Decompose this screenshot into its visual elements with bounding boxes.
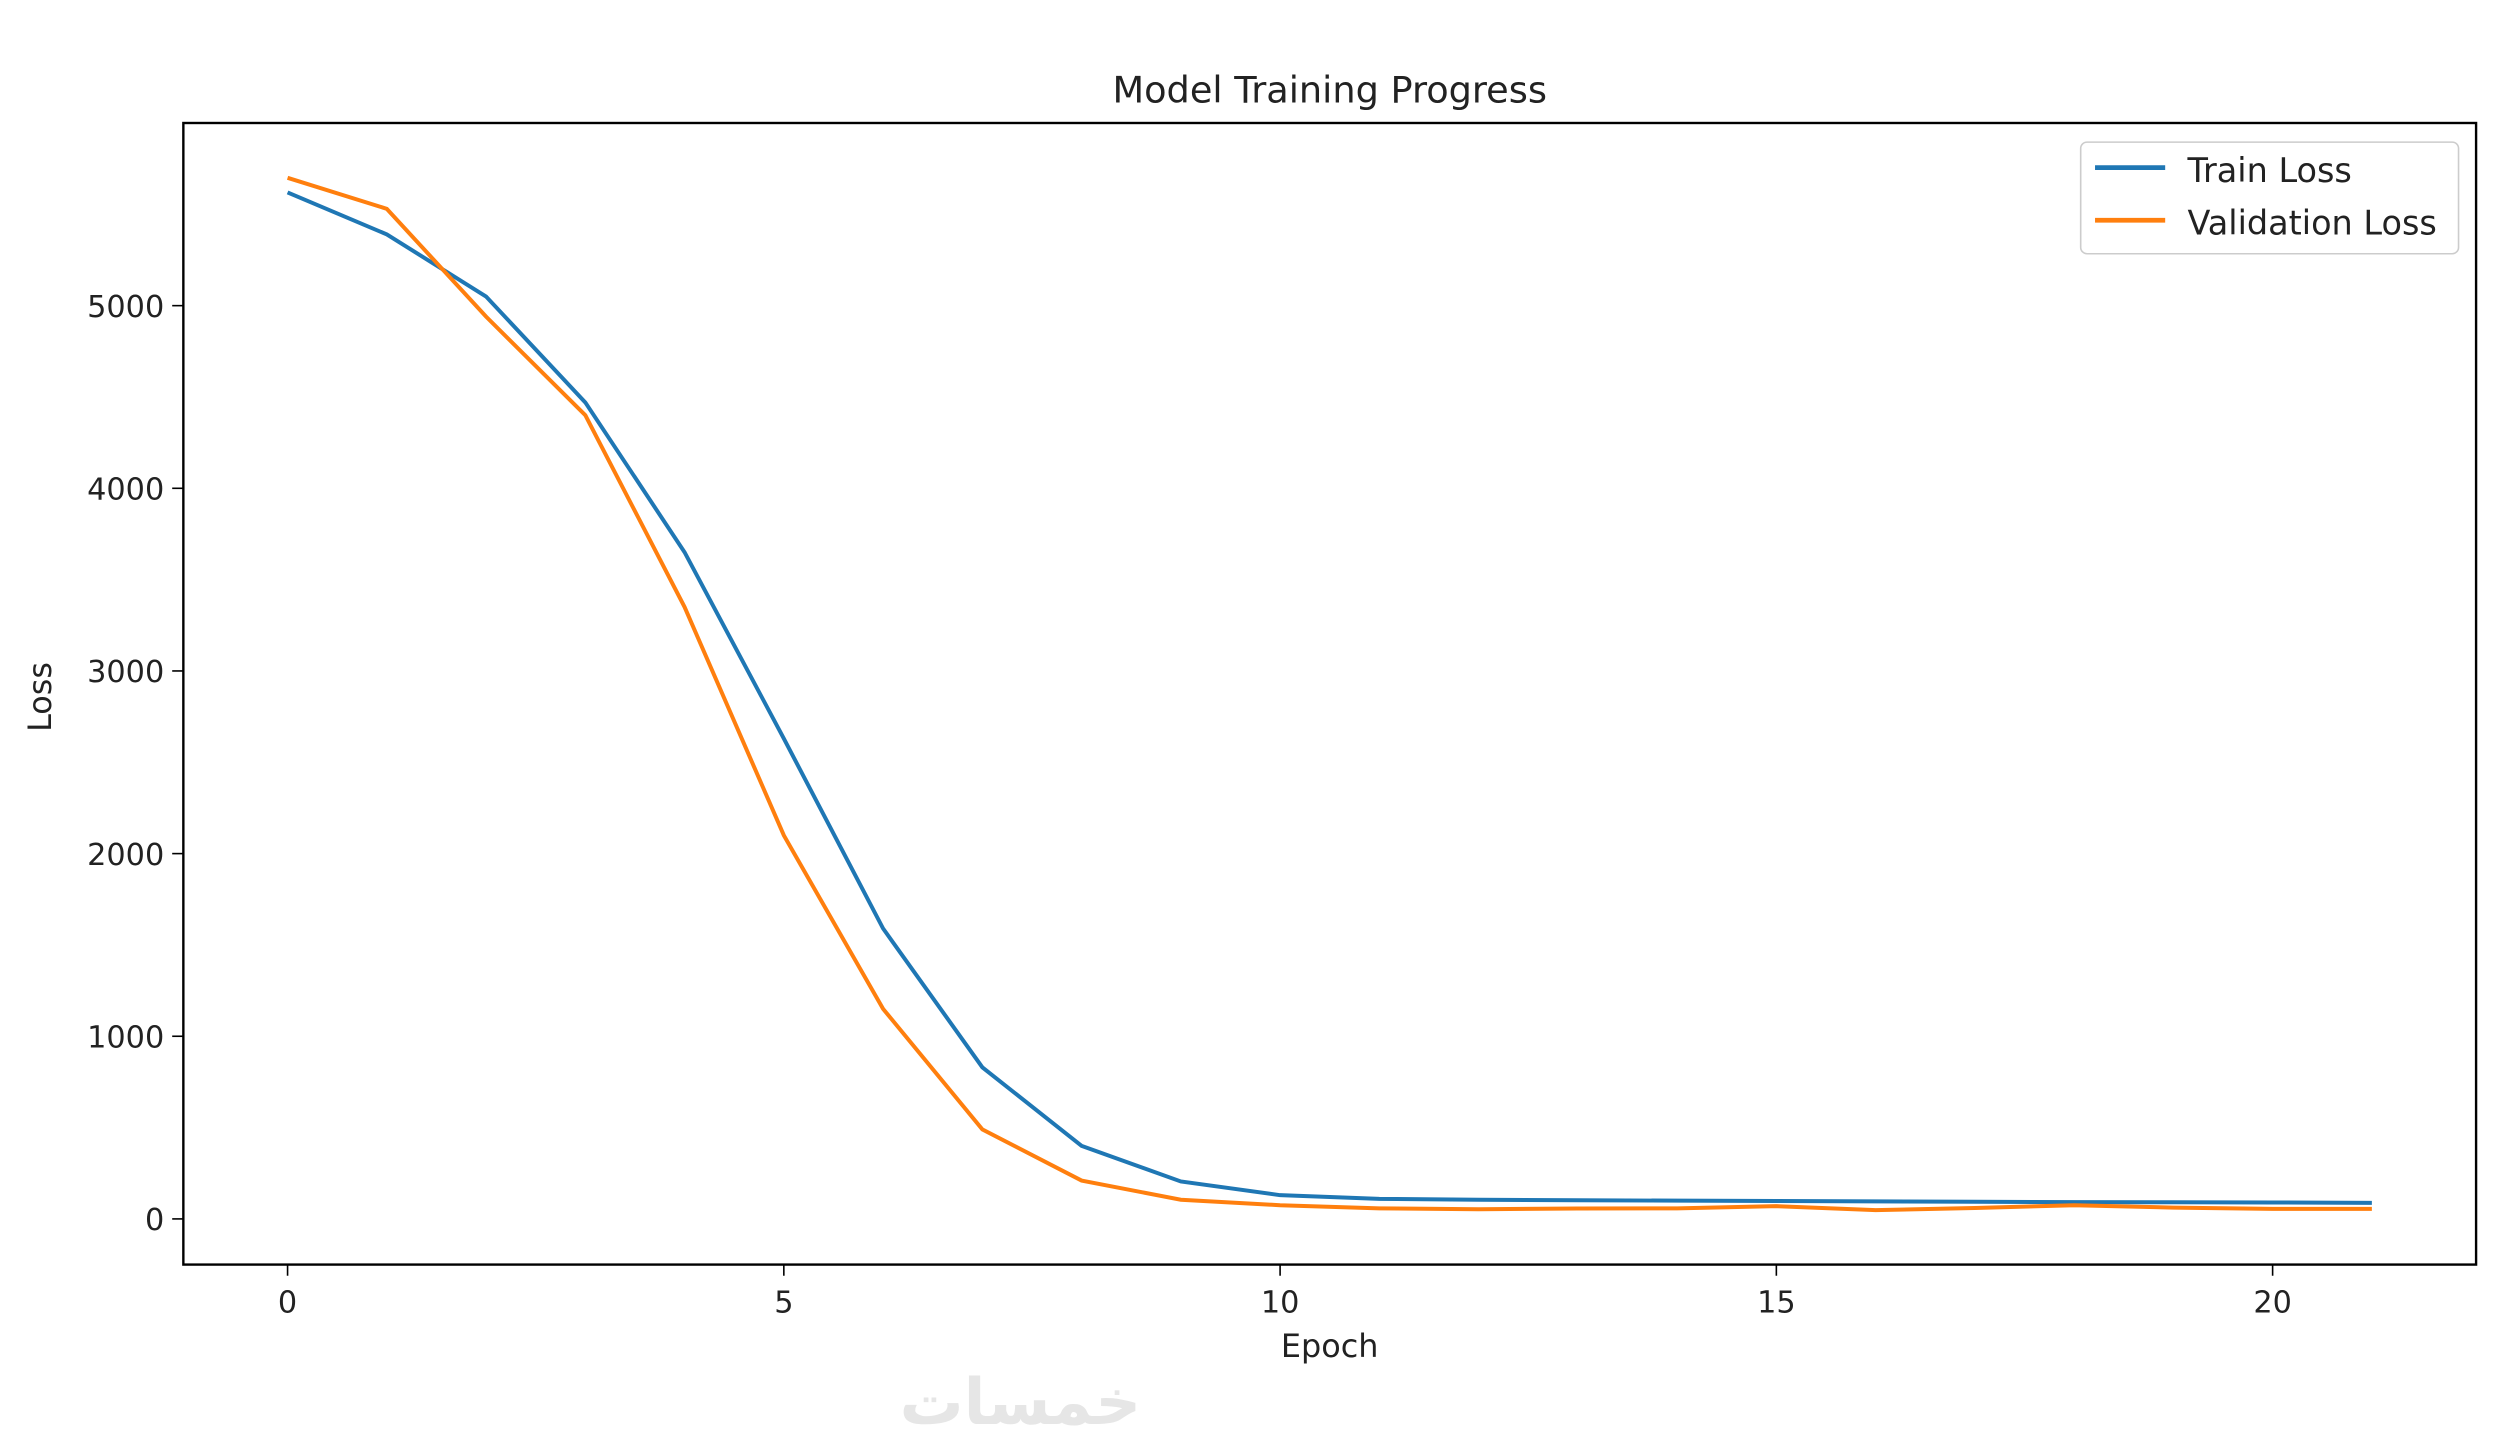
y-tick-label: 2000 — [87, 838, 164, 873]
y-axis-label: Loss — [21, 662, 59, 732]
x-tick-label: 0 — [278, 1285, 297, 1320]
series-line-validation-loss — [286, 175, 2372, 1213]
x-tick-label: 15 — [1757, 1285, 1796, 1320]
y-tick-label: 3000 — [87, 655, 164, 690]
y-tick-label: 1000 — [87, 1020, 164, 1055]
x-tick-label: 10 — [1261, 1285, 1300, 1320]
y-tick-label: 0 — [145, 1203, 164, 1238]
y-tick-label: 5000 — [87, 290, 164, 325]
y-tick-label: 4000 — [87, 472, 164, 507]
series-line-train-loss — [286, 190, 2372, 1205]
x-axis-label: Epoch — [1281, 1327, 1379, 1365]
legend-label-train: Train Loss — [2187, 151, 2352, 190]
watermark-logo: خمسات — [900, 1366, 1142, 1437]
legend: Train Loss Validation Loss — [2079, 141, 2460, 255]
chart-title: Model Training Progress — [1113, 68, 1547, 111]
legend-label-validation: Validation Loss — [2188, 204, 2437, 243]
plot-area — [182, 121, 2478, 1266]
x-tick-label: 5 — [774, 1285, 793, 1320]
x-tick-label: 20 — [2253, 1285, 2292, 1320]
